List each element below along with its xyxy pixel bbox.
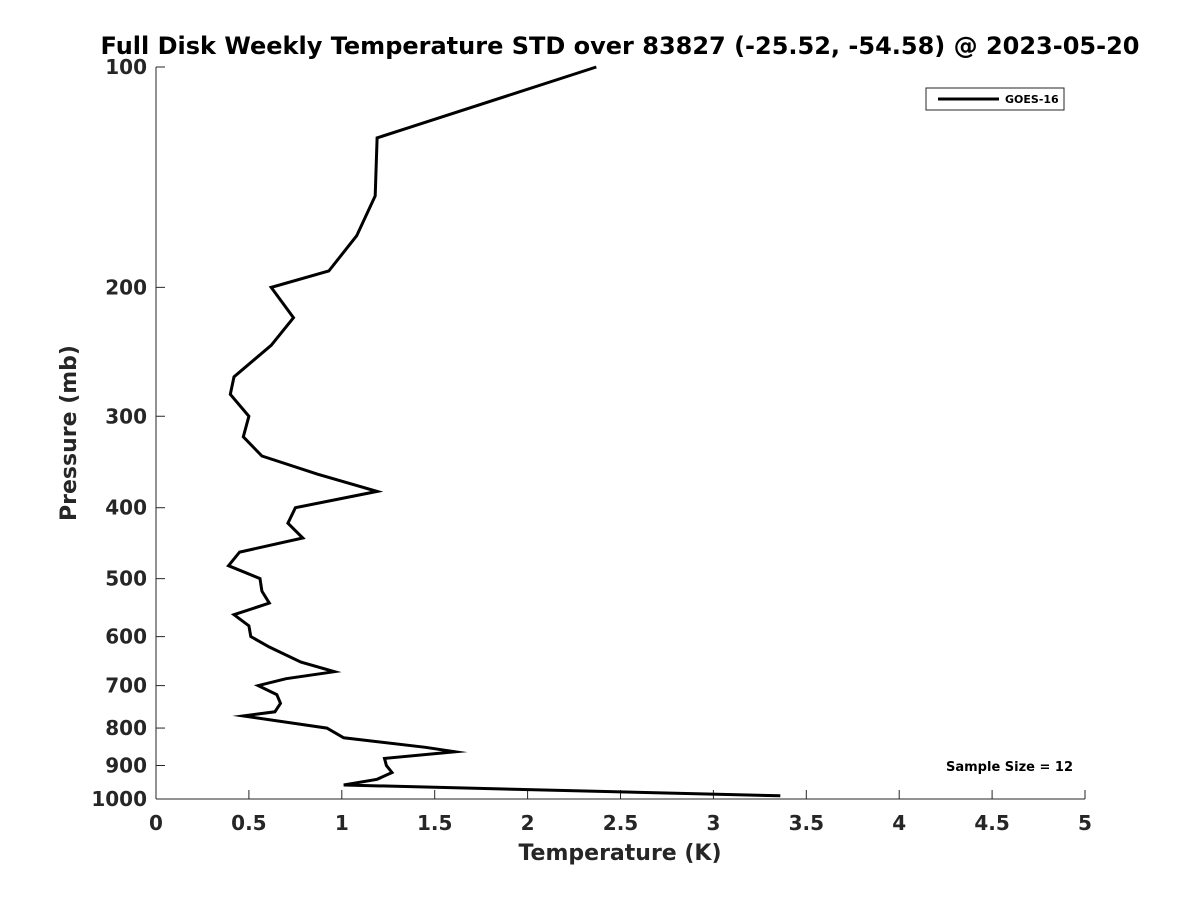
x-tick-label: 0 xyxy=(149,811,163,835)
chart-title: Full Disk Weekly Temperature STD over 83… xyxy=(101,32,1140,60)
y-tick-label: 900 xyxy=(105,754,147,778)
series-layer xyxy=(226,65,781,798)
x-tick-label: 2 xyxy=(521,811,535,835)
x-tick-label: 3.5 xyxy=(789,811,824,835)
y-tick-label: 1000 xyxy=(91,787,147,811)
y-tick-label: 200 xyxy=(105,275,147,299)
x-axis-ticks: 0 0.5 1 1.5 2 2.5 3 3.5 4 4.5 5 xyxy=(149,790,1092,835)
x-tick-label: 1.5 xyxy=(417,811,452,835)
legend: GOES-16 xyxy=(925,87,1065,111)
y-axis-label: Pressure (mb) xyxy=(57,345,82,521)
y-tick-label: 300 xyxy=(105,404,147,428)
x-tick-label: 0.5 xyxy=(231,811,266,835)
x-tick-label: 2.5 xyxy=(603,811,638,835)
x-tick-label: 4.5 xyxy=(974,811,1009,835)
legend-label-goes-16: GOES-16 xyxy=(1005,93,1059,106)
x-tick-label: 4 xyxy=(892,811,906,835)
y-tick-label: 100 xyxy=(105,55,147,79)
y-tick-label: 600 xyxy=(105,625,147,649)
x-tick-label: 3 xyxy=(706,811,720,835)
x-axis-label: Temperature (K) xyxy=(518,841,721,866)
series-line-goes-16 xyxy=(226,65,781,798)
y-tick-label: 700 xyxy=(105,674,147,698)
x-tick-label: 5 xyxy=(1078,811,1092,835)
x-tick-label: 1 xyxy=(335,811,349,835)
y-tick-label: 400 xyxy=(105,496,147,520)
y-tick-label: 500 xyxy=(105,567,147,591)
plot-axes xyxy=(155,67,1085,800)
sample-size-annotation: Sample Size = 12 xyxy=(946,760,1073,775)
y-tick-label: 800 xyxy=(105,716,147,740)
y-axis-ticks: 100 200 300 400 500 600 700 800 900 1000 xyxy=(91,55,165,811)
